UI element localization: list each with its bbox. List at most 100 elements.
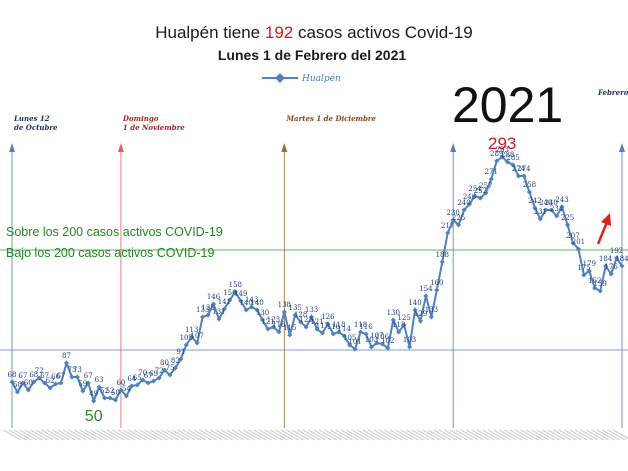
data-point bbox=[210, 301, 217, 307]
x-tick-label bbox=[177, 429, 196, 441]
x-tick-label bbox=[144, 429, 163, 441]
x-tick-label bbox=[487, 429, 506, 441]
band-label: Sobre los 200 casos activos COVID-19 bbox=[6, 225, 223, 239]
data-point bbox=[270, 324, 276, 330]
data-point bbox=[341, 333, 347, 339]
data-label: 140 bbox=[250, 299, 263, 307]
data-label: 274 bbox=[517, 165, 531, 173]
data-label: 118 bbox=[354, 321, 367, 329]
marker-arrowhead bbox=[619, 143, 625, 152]
data-point bbox=[129, 383, 135, 389]
x-tick-label bbox=[111, 429, 130, 441]
marker-label: Febrero bbox=[597, 88, 628, 97]
data-point bbox=[112, 397, 119, 403]
data-label: 217 bbox=[441, 222, 454, 230]
data-label: 121 bbox=[310, 318, 323, 326]
x-tick-label bbox=[400, 429, 419, 441]
data-label: 130 bbox=[387, 309, 400, 317]
chart-title: Hualpén tiene 192 casos activos Covid-19 bbox=[155, 23, 473, 42]
data-label: 101 bbox=[348, 338, 361, 346]
data-label: 243 bbox=[555, 196, 568, 204]
data-point bbox=[368, 344, 375, 350]
x-tick-label bbox=[133, 429, 152, 441]
data-point bbox=[140, 377, 146, 383]
x-tick-label bbox=[596, 429, 615, 441]
data-label: 158 bbox=[229, 281, 242, 289]
x-tick-label bbox=[291, 429, 310, 441]
x-tick-label bbox=[280, 429, 299, 441]
data-label: 60 bbox=[116, 379, 125, 387]
data-label: 105 bbox=[343, 334, 356, 342]
x-tick-label bbox=[79, 429, 98, 441]
data-label: 103 bbox=[365, 336, 378, 344]
data-point bbox=[287, 332, 293, 338]
x-tick-label bbox=[62, 429, 81, 441]
x-tick-label bbox=[193, 429, 212, 441]
data-label: 192 bbox=[610, 247, 623, 255]
x-tick-label bbox=[68, 429, 87, 441]
data-label: 66 bbox=[51, 373, 60, 381]
data-point bbox=[526, 189, 532, 195]
data-point bbox=[385, 345, 391, 351]
data-label: 49 bbox=[89, 390, 98, 398]
x-tick-label bbox=[613, 429, 628, 441]
data-label: 75 bbox=[165, 364, 174, 372]
x-tick-label bbox=[482, 429, 501, 441]
data-label: 121 bbox=[261, 318, 274, 326]
data-label: 131 bbox=[212, 308, 225, 316]
band-label: Bajo los 200 casos activos COVID-19 bbox=[6, 246, 214, 260]
data-label: 52 bbox=[100, 387, 109, 395]
data-point bbox=[488, 176, 494, 182]
x-tick-label bbox=[13, 429, 32, 441]
data-point bbox=[238, 298, 244, 304]
data-label: 60 bbox=[24, 379, 33, 387]
data-label: 129 bbox=[414, 310, 427, 318]
data-label: 274 bbox=[512, 165, 526, 173]
data-label: 73 bbox=[73, 366, 82, 374]
x-tick-label bbox=[547, 429, 566, 441]
x-tick-label bbox=[264, 429, 283, 441]
series-line bbox=[11, 155, 623, 405]
data-point bbox=[554, 213, 560, 219]
data-point bbox=[597, 288, 603, 294]
data-label: 62 bbox=[46, 377, 55, 385]
x-tick-label bbox=[150, 429, 169, 441]
data-label: 225 bbox=[561, 214, 574, 222]
data-point bbox=[379, 341, 385, 347]
data-label: 207 bbox=[566, 232, 579, 240]
data-point bbox=[259, 317, 266, 323]
data-label: 188 bbox=[436, 251, 449, 259]
data-label: 160 bbox=[430, 279, 443, 287]
x-tick-label bbox=[220, 429, 239, 441]
x-tick-label bbox=[378, 429, 397, 441]
data-label: 293 bbox=[495, 146, 508, 154]
data-label: 102 bbox=[381, 337, 394, 345]
data-point bbox=[74, 374, 80, 380]
data-point bbox=[156, 375, 162, 381]
data-point bbox=[412, 307, 418, 313]
x-tick-label bbox=[465, 429, 484, 441]
data-label: 68 bbox=[8, 371, 17, 379]
marker-arrowhead bbox=[450, 143, 457, 152]
data-label: 231 bbox=[534, 208, 547, 216]
x-tick-label bbox=[237, 429, 256, 441]
data-point bbox=[221, 306, 227, 312]
data-point bbox=[172, 365, 178, 371]
data-label: 240 bbox=[539, 199, 552, 207]
data-label: 240 bbox=[457, 199, 470, 207]
data-label: 118 bbox=[392, 321, 405, 329]
data-point bbox=[189, 334, 195, 340]
data-point bbox=[347, 342, 353, 348]
data-point bbox=[265, 326, 271, 332]
x-tick-label bbox=[542, 429, 561, 441]
data-point bbox=[450, 217, 456, 223]
data-label: 123 bbox=[267, 316, 280, 324]
x-tick-label bbox=[128, 429, 147, 441]
x-tick-label bbox=[564, 429, 582, 441]
data-point bbox=[330, 331, 336, 337]
x-tick-label bbox=[580, 429, 599, 441]
data-label: 143 bbox=[245, 296, 258, 304]
month-marker: Martes 1 de Diciembre bbox=[281, 114, 377, 428]
trend-arrow-head bbox=[601, 213, 611, 226]
